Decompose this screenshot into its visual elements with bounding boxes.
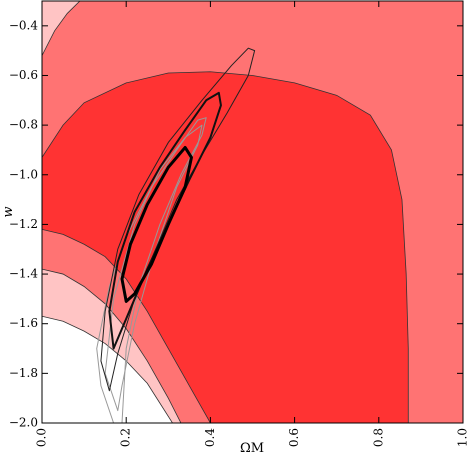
y-tick-label: −1.4 xyxy=(9,267,39,281)
y-tick-label: −1.8 xyxy=(9,366,38,380)
x-tick-label: 0.0 xyxy=(35,428,49,447)
plot-area xyxy=(42,1,463,423)
x-axis-label: ΩM xyxy=(240,441,264,456)
y-axis-label: w xyxy=(1,206,16,217)
filled-region xyxy=(42,1,81,56)
contour-line xyxy=(104,124,203,412)
y-tick-label: −0.6 xyxy=(9,68,38,82)
x-tick-label: 0.8 xyxy=(371,428,385,447)
y-tick-label: −1.0 xyxy=(9,167,38,181)
y-tick-label: −1.6 xyxy=(9,316,38,330)
contour-line xyxy=(96,117,207,423)
x-tick-label: 0.6 xyxy=(287,428,301,447)
x-tick-label: 1.0 xyxy=(456,428,470,447)
contour-line xyxy=(120,145,193,303)
filled-region xyxy=(42,71,409,423)
filled-region xyxy=(42,315,173,423)
y-tick-label: −2.0 xyxy=(9,416,38,430)
x-tick-label: 0.2 xyxy=(119,428,133,447)
y-tick-label: −0.4 xyxy=(9,18,39,32)
y-tick-label: −1.2 xyxy=(9,217,38,231)
x-tick-label: 0.4 xyxy=(203,428,217,447)
plot-frame xyxy=(41,0,464,424)
y-tick-label: −0.8 xyxy=(9,118,38,132)
